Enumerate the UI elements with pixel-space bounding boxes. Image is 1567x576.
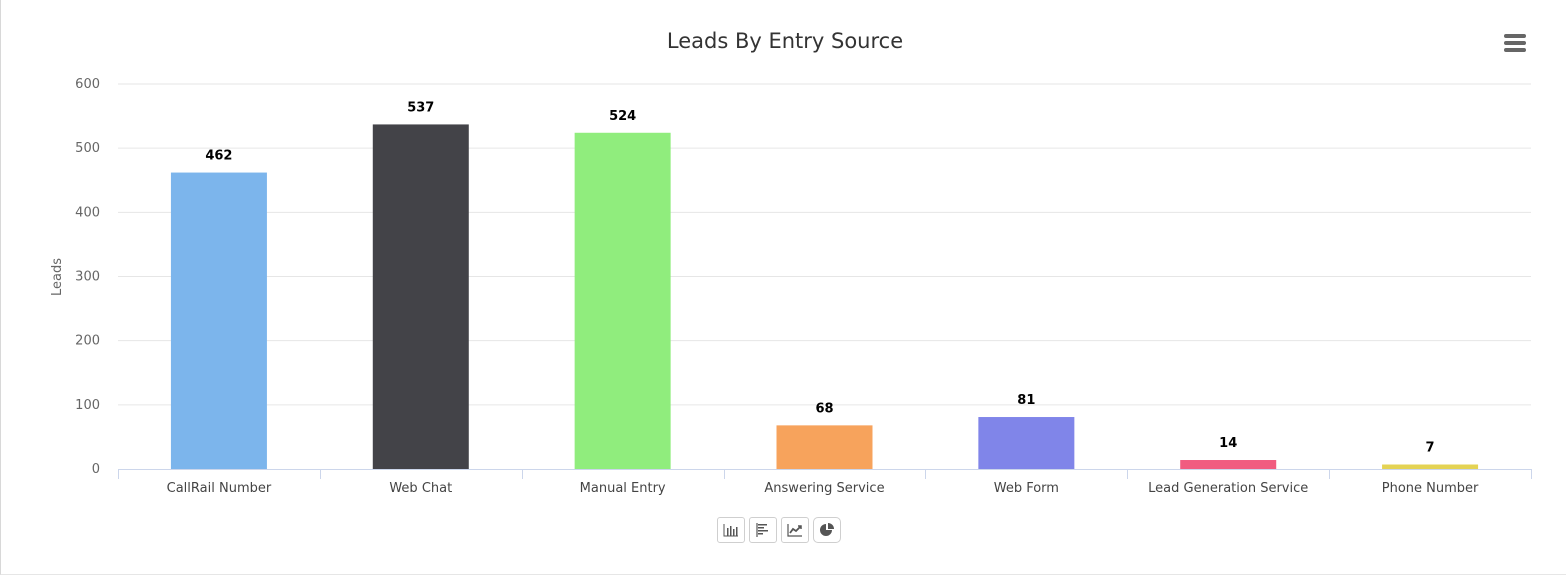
x-tick-label: Web Form [994, 481, 1059, 496]
x-tick-label: CallRail Number [167, 481, 272, 496]
menu-icon-bar [1504, 41, 1526, 45]
horizontal-bar-chart-button[interactable] [749, 517, 777, 543]
pie-chart-button[interactable] [813, 517, 841, 543]
data-label: 81 [1017, 393, 1035, 408]
chart-type-toolbar [717, 517, 841, 543]
x-axis-ticks: CallRail Number Web Chat Manual Entry Answe… [167, 481, 1479, 496]
pie-chart-icon [820, 523, 834, 536]
x-tick-label: Lead Generation Service [1148, 481, 1308, 496]
bar-series [170, 124, 1479, 470]
data-label: 68 [815, 401, 833, 416]
menu-icon-bar [1504, 34, 1526, 38]
data-label: 7 [1426, 441, 1435, 456]
bar-chart-icon [723, 524, 738, 537]
x-tick-label: Web Chat [389, 481, 452, 496]
bar[interactable] [776, 425, 873, 469]
bar[interactable] [372, 124, 469, 470]
y-tick-label: 600 [75, 77, 100, 92]
y-axis-label: Leads [50, 258, 65, 296]
chart-menu-button[interactable] [1502, 34, 1530, 58]
grid-lines [118, 83, 1531, 406]
x-tick-label: Manual Entry [580, 481, 666, 496]
data-label: 14 [1219, 436, 1237, 451]
y-tick-label: 300 [75, 270, 100, 285]
line-chart-icon [787, 524, 802, 537]
y-tick-label: 500 [75, 141, 100, 156]
y-tick-label: 400 [75, 205, 100, 220]
x-axis [118, 469, 1532, 479]
bar[interactable] [978, 417, 1075, 469]
bar[interactable] [1180, 460, 1277, 469]
x-tick-label: Phone Number [1382, 481, 1479, 496]
line-chart-button[interactable] [781, 517, 809, 543]
y-axis-ticks: 0 100 200 300 400 500 600 [75, 77, 100, 477]
bar[interactable] [170, 172, 267, 470]
horizontal-bar-chart-icon [756, 523, 768, 537]
y-tick-label: 100 [75, 398, 100, 413]
data-label: 537 [407, 100, 434, 115]
y-tick-label: 200 [75, 334, 100, 349]
chart-title: Leads By Entry Source [667, 29, 903, 53]
bar[interactable] [1382, 464, 1479, 469]
data-label: 524 [609, 109, 636, 124]
data-labels: 462 537 524 68 81 14 7 [205, 100, 1434, 455]
menu-icon-bar [1504, 48, 1526, 52]
bar-chart-button[interactable] [717, 517, 745, 543]
y-tick-label: 0 [92, 462, 100, 477]
data-label: 462 [205, 149, 232, 164]
bar[interactable] [574, 132, 671, 469]
x-tick-label: Answering Service [764, 481, 884, 496]
